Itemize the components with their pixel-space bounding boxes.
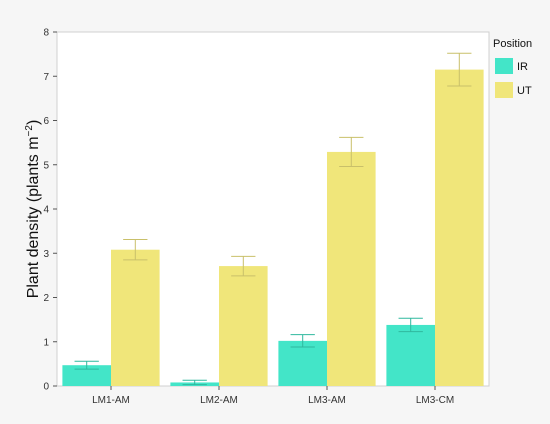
bar-ut — [111, 249, 160, 386]
y-tick-label: 1 — [43, 337, 49, 348]
legend-title: Position — [493, 38, 532, 50]
legend-label-ir: IR — [517, 61, 528, 73]
legend-swatch-ir — [495, 58, 513, 74]
legend-label-ut: UT — [517, 85, 532, 97]
y-tick-label: 7 — [43, 72, 49, 83]
y-axis-title-close: ) — [25, 120, 42, 125]
y-axis: 0 1 2 3 4 5 6 7 8 — [43, 28, 57, 393]
y-axis-title: Plant density (plants m−2) — [24, 120, 42, 299]
y-tick-label: 0 — [43, 382, 49, 393]
x-tick-label: LM3-CM — [416, 395, 454, 406]
bar-ut — [327, 151, 376, 386]
y-tick-label: 2 — [43, 293, 49, 304]
y-tick-label: 8 — [43, 28, 49, 39]
legend: Position IR UT — [493, 38, 532, 98]
bar-ut — [219, 266, 268, 386]
x-tick-label: LM1-AM — [92, 395, 130, 406]
bar-ut — [435, 69, 484, 387]
x-axis: LM1-AM LM2-AM LM3-AM LM3-CM — [92, 386, 454, 406]
legend-swatch-ut — [495, 82, 513, 98]
x-tick-label: LM3-AM — [308, 395, 346, 406]
bar-ir — [386, 324, 435, 386]
y-tick-label: 3 — [43, 249, 49, 260]
bars — [62, 69, 484, 387]
y-tick-label: 6 — [43, 116, 49, 127]
y-tick-label: 4 — [43, 205, 49, 216]
error-bars — [74, 52, 472, 386]
y-axis-title-superscript: −2 — [24, 125, 35, 137]
bar-ir — [62, 365, 111, 386]
y-axis-title-main: Plant density (plants m — [25, 136, 42, 298]
bar-ir — [278, 340, 327, 386]
y-tick-label: 5 — [43, 160, 49, 171]
x-tick-label: LM2-AM — [200, 395, 238, 406]
